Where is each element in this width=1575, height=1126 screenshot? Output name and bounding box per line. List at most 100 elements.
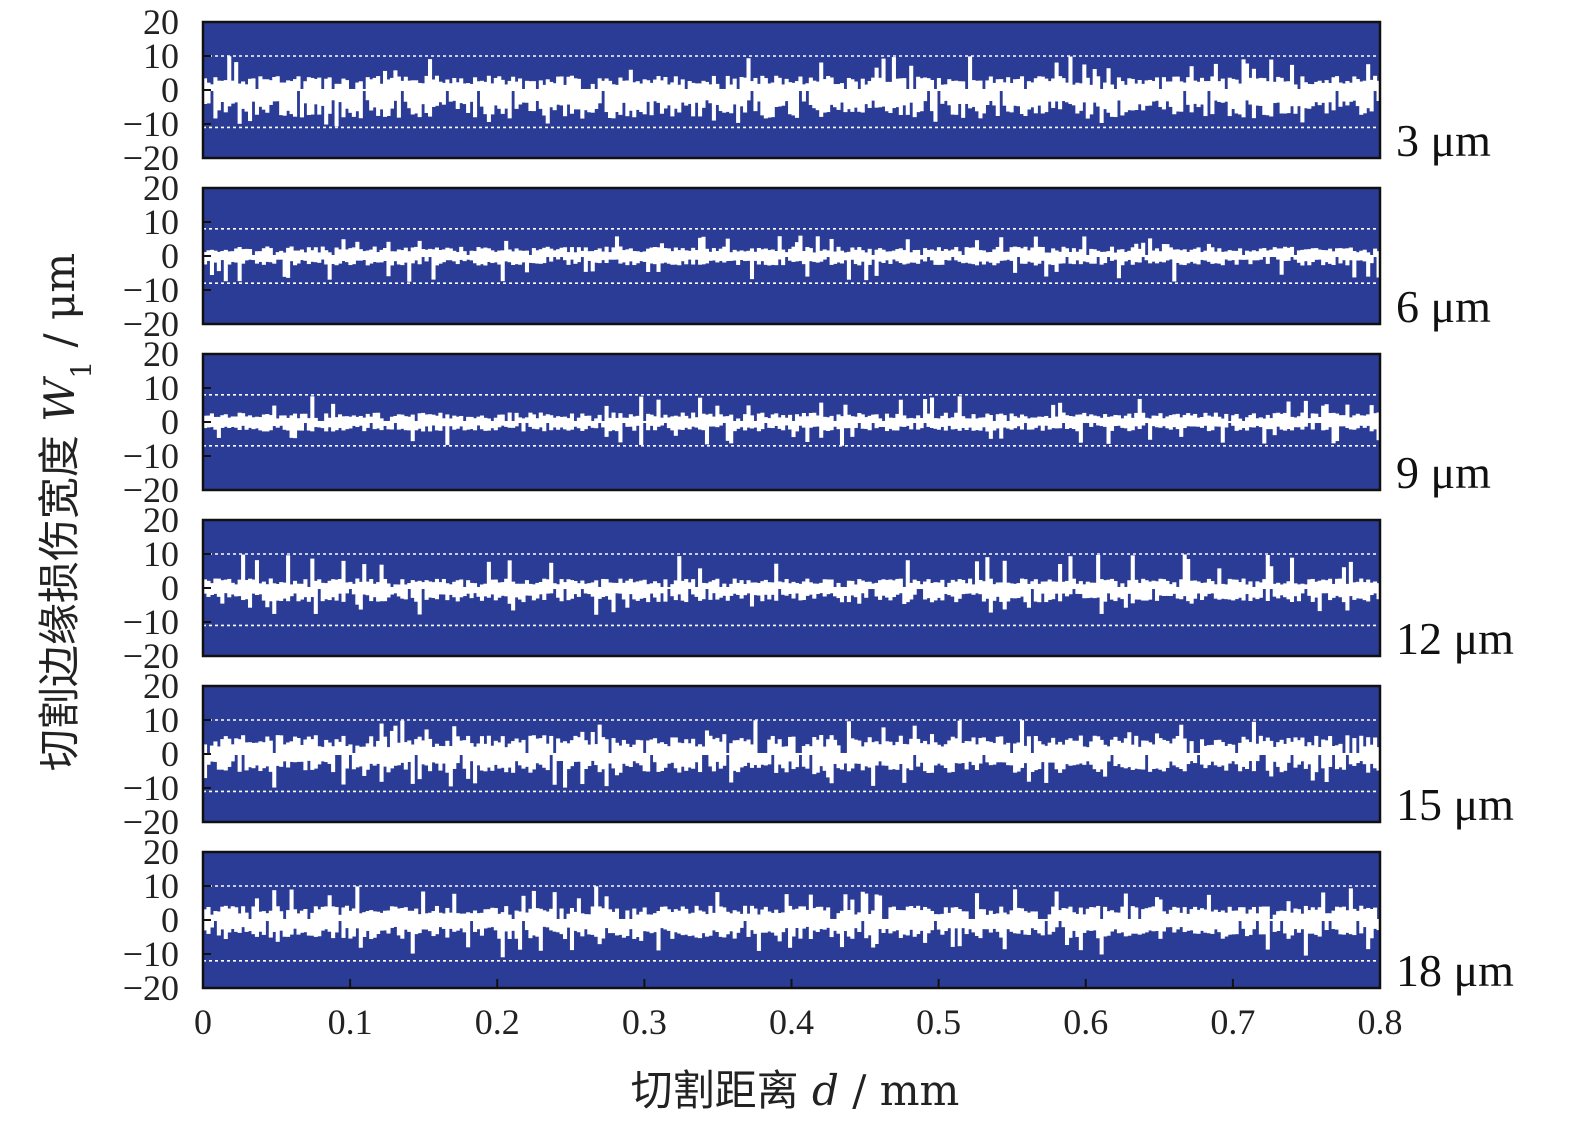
y-tick-label: −20 <box>123 636 179 676</box>
damage-segment <box>673 247 678 265</box>
damage-segment <box>1369 254 1374 264</box>
damage-segment <box>1044 252 1049 277</box>
damage-segment <box>362 564 367 595</box>
damage-segment <box>871 77 876 101</box>
damage-segment <box>1144 80 1149 106</box>
damage-segment <box>379 83 384 110</box>
damage-segment <box>746 405 751 428</box>
damage-segment <box>684 739 689 771</box>
damage-segment <box>279 415 284 426</box>
damage-segment <box>632 82 637 118</box>
damage-segment <box>383 70 388 117</box>
damage-segment <box>929 910 935 931</box>
damage-segment <box>926 78 931 92</box>
damage-segment <box>563 741 568 788</box>
damage-segment <box>621 250 626 263</box>
damage-segment <box>597 78 602 104</box>
damage-segment <box>445 79 450 92</box>
damage-segment <box>1068 56 1073 105</box>
damage-segment <box>355 578 360 605</box>
damage-segment <box>1369 405 1374 432</box>
damage-segment <box>864 417 869 429</box>
damage-segment <box>954 738 959 764</box>
damage-segment <box>306 77 311 116</box>
damage-segment <box>1130 555 1135 604</box>
damage-segment <box>1255 418 1260 426</box>
damage-segment <box>254 88 259 115</box>
damage-segment <box>393 584 398 594</box>
damage-segment <box>358 913 363 948</box>
damage-segment <box>1120 583 1125 600</box>
damage-segment <box>1199 739 1205 765</box>
damage-segment <box>1227 743 1232 764</box>
damage-segment <box>434 75 439 106</box>
damage-segment <box>504 84 509 109</box>
damage-segment <box>1217 81 1222 102</box>
damage-segment <box>279 82 284 116</box>
damage-segment <box>763 579 768 595</box>
y-tick-label: 0 <box>161 568 179 608</box>
damage-segment <box>961 81 966 118</box>
damage-segment <box>466 912 471 948</box>
damage-segment <box>455 580 460 602</box>
damage-segment <box>1189 415 1194 427</box>
damage-segment <box>1161 911 1166 932</box>
damage-segment <box>1341 415 1346 427</box>
damage-segment <box>296 583 301 602</box>
damage-segment <box>313 417 318 428</box>
damage-segment <box>628 747 633 767</box>
damage-segment <box>234 248 239 263</box>
damage-segment <box>1092 735 1097 770</box>
damage-segment <box>258 583 263 595</box>
damage-segment <box>1366 579 1371 602</box>
damage-segment <box>379 249 384 263</box>
damage-segment <box>968 578 973 594</box>
damage-segment <box>739 580 744 599</box>
damage-segment <box>815 415 820 427</box>
damage-segment <box>1085 747 1090 762</box>
damage-segment <box>244 742 249 771</box>
damage-segment <box>912 725 917 756</box>
damage-segment <box>1106 68 1111 113</box>
damage-segment <box>310 396 315 432</box>
damage-segment <box>791 581 796 599</box>
damage-segment <box>1331 746 1336 756</box>
damage-segment <box>1227 420 1232 424</box>
damage-segment <box>604 896 609 929</box>
damage-segment <box>857 579 862 604</box>
damage-segment <box>850 79 855 112</box>
damage-segment <box>777 417 782 429</box>
damage-segment <box>698 910 703 939</box>
damage-segment <box>587 583 592 595</box>
damage-segment <box>711 416 716 427</box>
damage-segment <box>597 586 602 599</box>
damage-segment <box>1199 252 1205 260</box>
damage-segment <box>974 744 980 771</box>
damage-segment <box>805 744 810 769</box>
damage-segment <box>258 417 263 431</box>
damage-segment <box>829 579 834 594</box>
damage-segment <box>421 740 426 765</box>
damage-segment <box>902 415 907 427</box>
damage-segment <box>822 416 827 431</box>
damage-segment <box>923 581 928 600</box>
damage-segment <box>995 913 1000 932</box>
damage-segment <box>912 88 917 118</box>
damage-segment <box>428 59 433 117</box>
damage-segment <box>261 414 266 432</box>
damage-segment <box>777 913 782 942</box>
damage-segment <box>1078 414 1083 443</box>
damage-segment <box>244 416 249 430</box>
damage-segment <box>583 740 588 769</box>
damage-segment <box>891 57 896 109</box>
damage-segment <box>988 76 993 101</box>
damage-segment <box>1217 248 1222 264</box>
damage-segment <box>355 241 360 261</box>
damage-segment <box>220 415 225 428</box>
damage-segment <box>1359 250 1364 261</box>
damage-segment <box>957 251 962 262</box>
damage-segment <box>563 247 568 261</box>
damage-segment <box>1217 739 1222 767</box>
damage-segment <box>1154 733 1160 769</box>
